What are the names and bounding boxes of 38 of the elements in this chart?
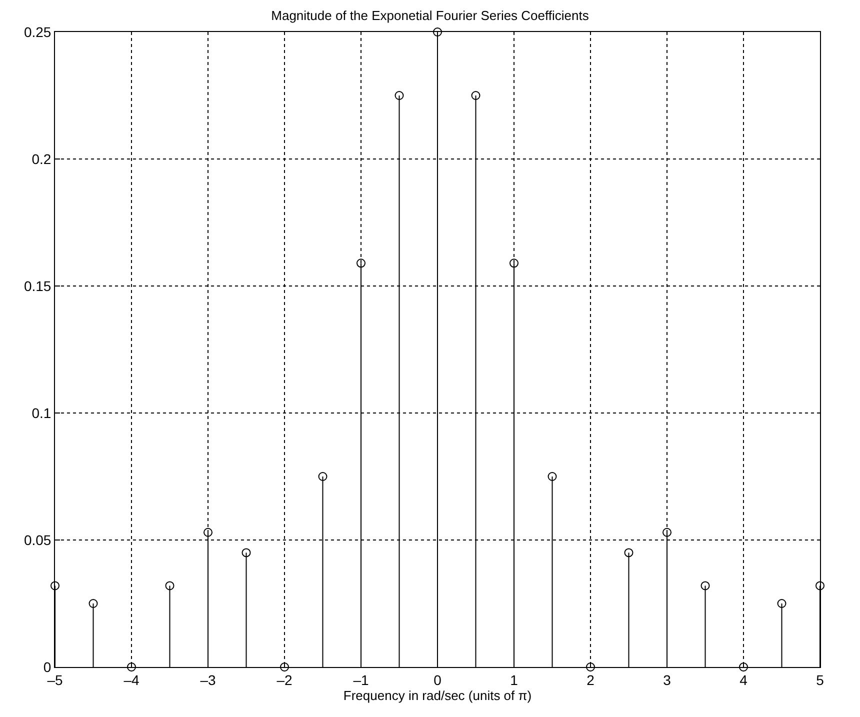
point [242,548,251,558]
point [88,599,98,608]
y-tick-label: 0.05 [24,532,52,548]
chart-title: Magnitude of the Exponetial Fourier Series Coefficients [271,8,590,23]
x-tick-label: –2 [276,672,292,688]
point [204,528,212,537]
x-axis-title: Frequency in rad/sec (units of π) [343,688,532,703]
y-tick-label: 0.15 [24,278,52,294]
point [165,581,174,590]
point [624,548,634,558]
point [586,662,595,672]
point [127,662,136,672]
x-tick-label: 4 [740,672,748,688]
y-tick-label: 0.25 [24,24,52,40]
point [50,581,60,590]
x-tick-label: 1 [510,672,518,688]
point [548,472,557,481]
point [777,599,786,608]
point [700,581,710,590]
point [739,662,748,672]
point [662,528,672,537]
point [318,472,328,481]
y-tick-label: 0.2 [32,150,52,167]
point [433,28,442,36]
x-tick-label: 5 [816,672,824,688]
x-tick-label: 0 [434,672,442,688]
point [356,258,366,268]
point [280,662,289,672]
x-tick-label: 3 [663,672,672,688]
x-tick-label: –4 [124,672,140,688]
x-tick-label: –3 [200,672,216,688]
point [510,258,518,268]
x-tick-label: 2 [586,672,595,688]
point [394,91,404,100]
point [471,91,480,100]
x-tick-label: –1 [353,672,369,688]
y-tick-label: 0.1 [32,404,52,421]
point [816,581,824,590]
